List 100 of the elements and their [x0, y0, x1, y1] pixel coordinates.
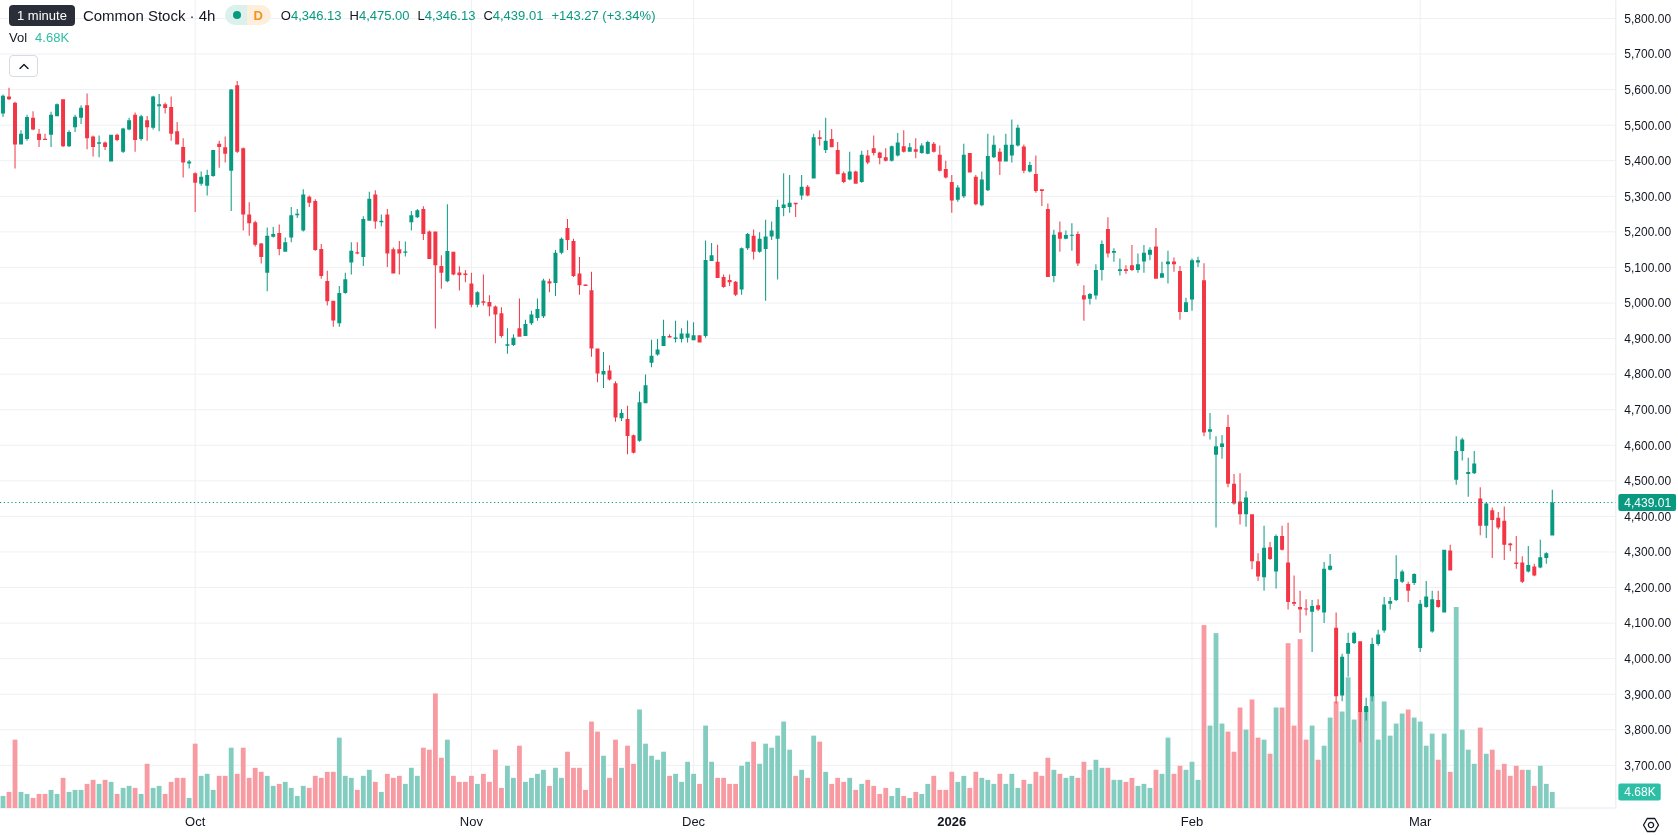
- candlestick: [1111, 248, 1116, 262]
- bar: [811, 735, 817, 808]
- y-tick-label: 5,000.00: [1624, 296, 1672, 311]
- annotation: 1 minute: [9, 4, 75, 26]
- y-tick-label: 5,400.00: [1624, 154, 1672, 169]
- candlestick: [439, 255, 444, 289]
- x-tick-label: Feb: [1180, 813, 1204, 829]
- candlestick: [505, 328, 510, 354]
- ref-line-label: 4,439.01: [1624, 495, 1672, 510]
- bar: [1051, 769, 1057, 808]
- text: 4.68K: [1624, 784, 1656, 799]
- bar: [1333, 701, 1339, 808]
- bar: [1483, 753, 1489, 808]
- bar: [444, 739, 450, 808]
- bar: [378, 791, 384, 808]
- y-tick-label: 5,700.00: [1624, 47, 1672, 62]
- candlestick: [457, 266, 462, 291]
- bar: [799, 769, 805, 808]
- bar: [1441, 733, 1447, 808]
- candlestick: [1081, 285, 1086, 321]
- bar: [1075, 777, 1081, 808]
- candlestick: [1310, 599, 1315, 652]
- candlestick: [1057, 221, 1062, 252]
- bar: [997, 773, 1003, 808]
- y-tick-label: 4,500.00: [1624, 474, 1672, 489]
- bar: [547, 785, 552, 808]
- candlestick: [781, 173, 786, 217]
- y-tick-label: 4,800.00: [1624, 367, 1672, 382]
- candlestick: [463, 269, 468, 283]
- y-tick-label: 5,100.00: [1624, 260, 1672, 275]
- candlestick: [187, 160, 192, 169]
- bar: [823, 771, 829, 808]
- candlestick: [397, 241, 402, 275]
- candlestick: [1490, 507, 1495, 558]
- bar: [372, 781, 378, 808]
- candlestick: [883, 148, 888, 162]
- candlestick: [97, 135, 102, 158]
- bar: [1027, 783, 1033, 808]
- y-tick-label: 5,500.00: [1624, 118, 1672, 133]
- y-tick-label: 3,900.00: [1624, 687, 1672, 702]
- y-tick-label: 3,700.00: [1624, 758, 1672, 773]
- annotation: 4.68K: [35, 30, 70, 45]
- y-tick-label: 5,300.00: [1624, 189, 1672, 204]
- candlestick: [1123, 265, 1128, 274]
- candlestick: [403, 241, 408, 257]
- y-tick-label: 4,000.00: [1624, 651, 1672, 666]
- y-tick-label: 4,900.00: [1624, 331, 1672, 346]
- bar: [793, 775, 799, 808]
- candlestick: [1298, 590, 1303, 633]
- bar: [1405, 709, 1411, 808]
- bar: [1057, 773, 1063, 808]
- candlestick: [517, 298, 522, 337]
- candlestick: [1292, 575, 1297, 606]
- candlestick: [1220, 434, 1224, 459]
- candlestick: [1304, 599, 1309, 616]
- bar: [138, 793, 144, 808]
- candlestick: [1039, 189, 1044, 206]
- bar: [859, 783, 865, 808]
- candlestick: [1346, 632, 1351, 677]
- bar: [192, 743, 198, 808]
- candlestick: [1526, 545, 1531, 573]
- candlestick: [871, 135, 876, 156]
- bar: [847, 777, 853, 808]
- candlestick: [1208, 412, 1212, 440]
- candlestick: [1388, 597, 1393, 610]
- candlestick: [1159, 261, 1164, 278]
- y-tick-label: 4,400.00: [1624, 509, 1672, 524]
- bar: [1435, 759, 1441, 808]
- bar: [1477, 727, 1483, 808]
- candlestick: [1117, 258, 1122, 276]
- candlestick: [223, 136, 228, 163]
- annotation: C4,439.01: [483, 7, 544, 23]
- candlestick: [1544, 552, 1549, 564]
- text: Vol: [9, 30, 28, 45]
- y-tick-label: 4,100.00: [1624, 616, 1672, 631]
- candlestick: [1466, 457, 1471, 497]
- annotation: +143.27 (+3.34%): [551, 7, 656, 23]
- bar: [228, 747, 234, 808]
- x-tick-label: Dec: [682, 813, 706, 829]
- candlestick: [763, 219, 768, 301]
- y-tick-label: 4,300.00: [1624, 545, 1672, 560]
- y-tick-label: 5,200.00: [1624, 225, 1672, 240]
- bar: [186, 797, 192, 808]
- candlestick: [1172, 257, 1176, 272]
- y-tick-label: 5,600.00: [1624, 82, 1672, 97]
- candlestick: [1069, 223, 1074, 251]
- candlestick: [787, 174, 792, 213]
- candlestick: [157, 93, 162, 132]
- candlestick: [901, 130, 906, 153]
- candlestick: [1129, 245, 1134, 271]
- candlestick: [913, 138, 918, 159]
- bar: [517, 745, 522, 808]
- y-tick-label: 4,700.00: [1624, 403, 1672, 418]
- candlestick: [355, 242, 360, 255]
- bar: [475, 783, 480, 808]
- bar: [697, 783, 702, 808]
- bar: [144, 763, 150, 808]
- bar: [805, 777, 811, 808]
- bar: [667, 775, 672, 808]
- y-tick-label: 5,800.00: [1624, 11, 1672, 26]
